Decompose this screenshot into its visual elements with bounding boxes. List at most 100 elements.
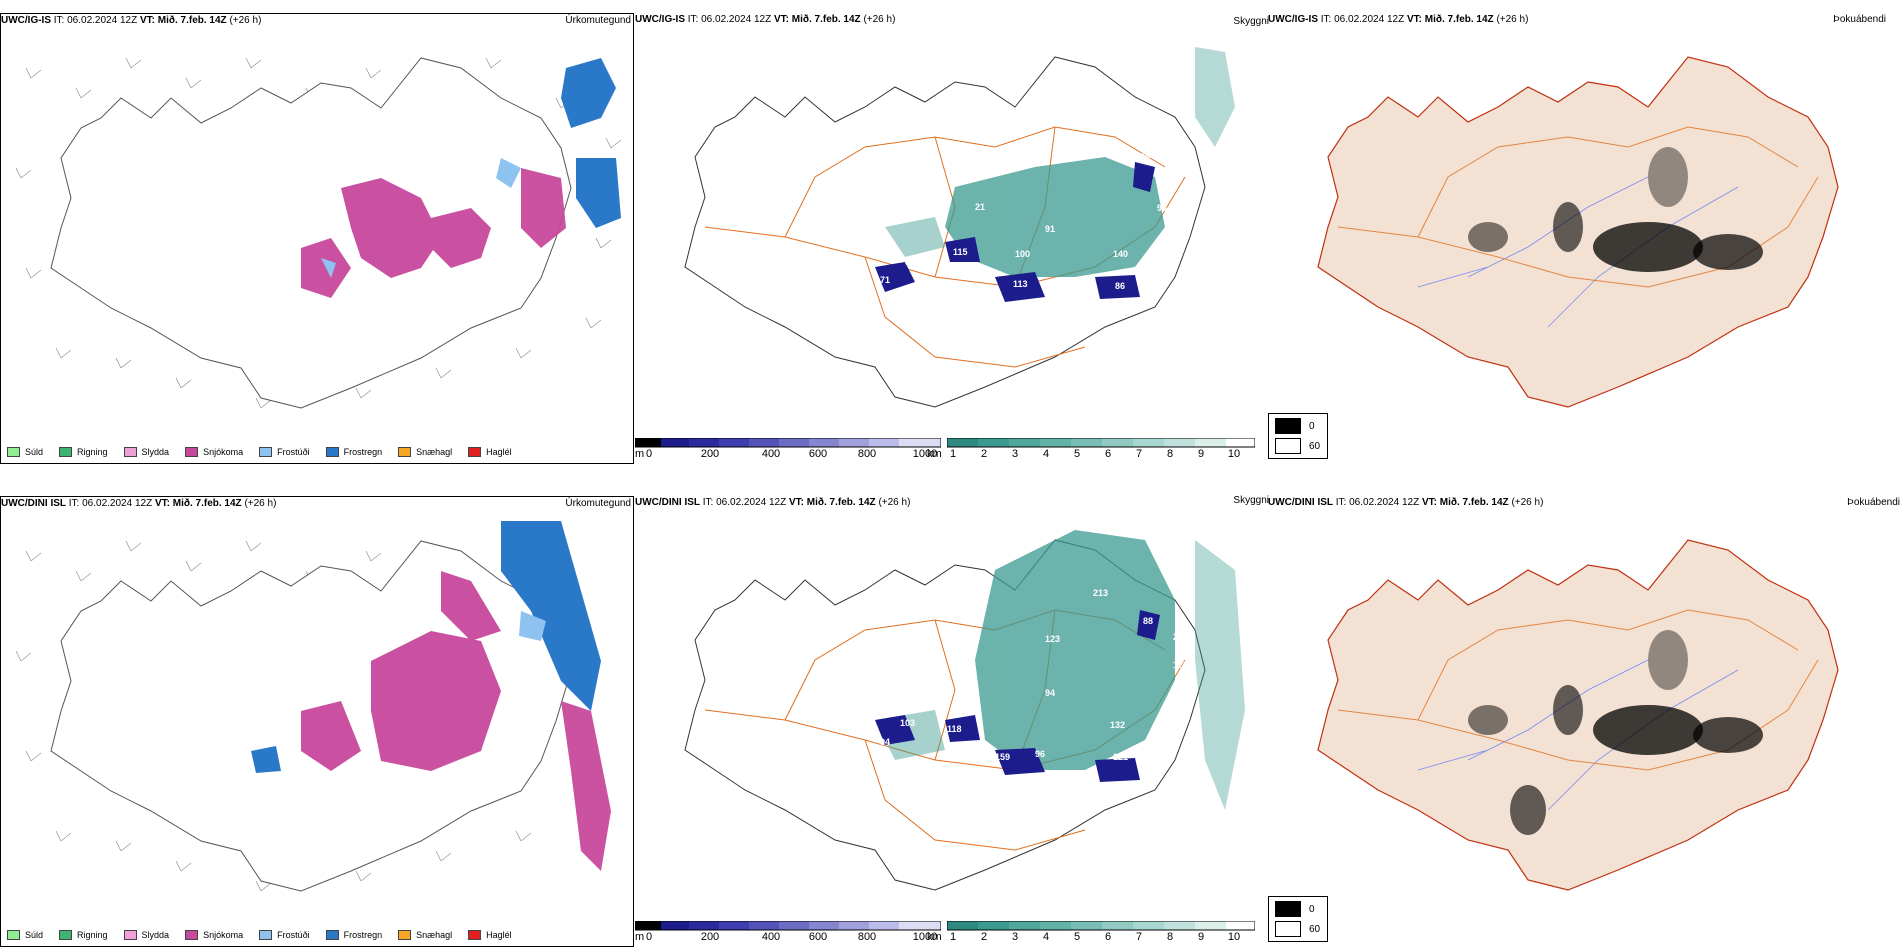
legend-item: Súld — [7, 930, 43, 940]
ceiling-tick: 800 — [857, 448, 877, 460]
ceiling-tick: 400 — [761, 931, 781, 943]
visibility-map: 71 81 115 21 100 91 113 75 86 140 99 96 … — [684, 47, 1235, 408]
visibility-colorbar — [947, 921, 1255, 931]
ceiling-scalebar: m 0 200 400 600 800 1000 — [635, 921, 941, 947]
legend-label: Haglél — [486, 447, 512, 457]
road-network — [704, 609, 1186, 851]
precip-map — [15, 521, 611, 892]
ceiling-label: 132 — [1110, 720, 1125, 730]
legend-item: Súld — [7, 447, 43, 457]
model-name: UWC/IG-IS — [1, 15, 51, 26]
legend-swatch — [59, 930, 73, 940]
visibility-tick: 2 — [980, 931, 988, 943]
valid-time-label: VT: — [139, 15, 155, 26]
precip-type-panel-row2: UWC/DINI ISL IT: 06.02.2024 12Z VT: Mið.… — [0, 496, 634, 947]
fog-panel-row1: UWC/IG-IS IT: 06.02.2024 12Z VT: Mið. 7.… — [1268, 13, 1900, 413]
visibility-tick: 2 — [980, 448, 988, 460]
valid-time-value: Mið. 7.feb. 14Z — [157, 15, 227, 26]
visibility-unit: km — [927, 931, 942, 943]
ceiling-field — [875, 162, 1155, 302]
legend-swatch — [59, 447, 73, 457]
model-name: UWC/IG-IS — [635, 14, 685, 25]
ceiling-label: 81 — [905, 257, 915, 267]
roads — [1337, 609, 1819, 771]
visibility-unit: km — [927, 448, 942, 460]
legend-item: Rigning — [59, 930, 108, 940]
ceiling-unit: m — [635, 448, 645, 460]
fog-scale-box-row1: 0 60 — [1268, 413, 1328, 459]
visibility-tick: 4 — [1042, 931, 1050, 943]
legend-label: Frostúði — [277, 930, 310, 940]
precip-type-panel-row1: UWC/IG-IS IT: 06.02.2024 12Z VT: Mið. 7.… — [0, 13, 634, 464]
init-time-value: 06.02.2024 12Z — [716, 497, 787, 508]
precip-freezing-drizzle — [321, 158, 521, 278]
lead-time: (+26 h) — [244, 498, 277, 509]
init-time-value: 06.02.2024 12Z — [1349, 497, 1420, 508]
fog-swatch-black — [1275, 418, 1301, 434]
fog-tick: 0 — [1309, 420, 1315, 432]
valid-time-value: Mið. 7.feb. 14Z — [172, 498, 242, 509]
legend-item: Frostregn — [325, 930, 382, 940]
init-time-label: IT: — [1320, 14, 1332, 25]
visibility-tick: 4 — [1042, 448, 1050, 460]
valid-time-value: Mið. 7.feb. 14Z — [1439, 497, 1509, 508]
panel-title: Úrkomutegund — [565, 15, 631, 26]
ceiling-label: 88 — [1143, 616, 1153, 626]
legend-swatch — [468, 447, 482, 457]
legend-swatch — [468, 930, 482, 940]
precip-snow — [301, 571, 611, 871]
precip-freezing-drizzle — [519, 611, 546, 641]
ceiling-label: 94 — [1045, 688, 1055, 698]
legend-label: Haglél — [486, 930, 512, 940]
visibility-panel-row1: UWC/IG-IS IT: 06.02.2024 12Z VT: Mið. 7.… — [635, 13, 1269, 464]
fog-tick: 0 — [1309, 903, 1315, 915]
valid-time-label: VT: — [1406, 14, 1422, 25]
roads — [1337, 126, 1819, 288]
valid-time-value: Mið. 7.feb. 14Z — [1424, 14, 1494, 25]
ceiling-unit: m — [635, 931, 645, 943]
init-time-label: IT: — [1335, 497, 1347, 508]
legend-swatch — [185, 930, 199, 940]
precip-legend: Súld Rigning Slydda Snjókoma Frostúði Fr… — [7, 930, 512, 940]
legend-item: Snæhagl — [398, 930, 452, 940]
model-name: UWC/IG-IS — [1268, 14, 1318, 25]
init-time-value: 06.02.2024 12Z — [67, 15, 138, 26]
legend-label: Súld — [25, 930, 44, 940]
valid-time-label: VT: — [773, 14, 789, 25]
legend-item: Slydda — [123, 447, 169, 457]
legend-label: Snjókoma — [203, 930, 244, 940]
lead-time: (+26 h) — [1496, 14, 1529, 25]
legend-item: Frostúði — [259, 930, 310, 940]
visibility-tick: 6 — [1104, 448, 1112, 460]
ceiling-label: 96 — [1157, 203, 1167, 213]
legend-item: Rigning — [59, 447, 108, 457]
fog-tick: 60 — [1309, 923, 1321, 935]
init-time-label: IT: — [702, 497, 714, 508]
panel-header: UWC/DINI ISL IT: 06.02.2024 12Z VT: Mið.… — [1268, 496, 1900, 510]
panel-header: UWC/IG-IS IT: 06.02.2024 12Z VT: Mið. 7.… — [1268, 13, 1900, 27]
panel-title: Úrkomutegund — [565, 498, 631, 509]
legend-swatch — [259, 447, 273, 457]
fog-scale-row: 60 — [1275, 921, 1321, 937]
panel-header: UWC/DINI ISL IT: 06.02.2024 12Z VT: Mið.… — [1, 497, 633, 511]
fog-map — [1317, 539, 1839, 891]
visibility-tick: 6 — [1104, 931, 1112, 943]
legend-label: Súld — [25, 447, 44, 457]
ceiling-colorbar — [635, 921, 941, 931]
lead-time: (+26 h) — [863, 14, 896, 25]
visibility-field — [885, 47, 1235, 277]
panel-header: UWC/IG-IS IT: 06.02.2024 12Z VT: Mið. 7.… — [635, 13, 1267, 27]
fog-scale-box-row2: 0 60 — [1268, 896, 1328, 942]
visibility-tick: 10 — [1227, 931, 1241, 943]
fog-swatch-white — [1275, 438, 1301, 454]
ceiling-tick: 600 — [808, 931, 828, 943]
visibility-tick: 3 — [1011, 931, 1019, 943]
visibility-tick: 10 — [1227, 448, 1241, 460]
ceiling-label: 118 — [947, 724, 962, 734]
legend-swatch — [325, 930, 339, 940]
init-time-label: IT: — [68, 498, 80, 509]
legend-label: Snjókoma — [203, 447, 244, 457]
ceiling-label: 159 — [995, 752, 1010, 762]
ceiling-tick: 600 — [808, 448, 828, 460]
ceiling-label: 121 — [1113, 752, 1128, 762]
